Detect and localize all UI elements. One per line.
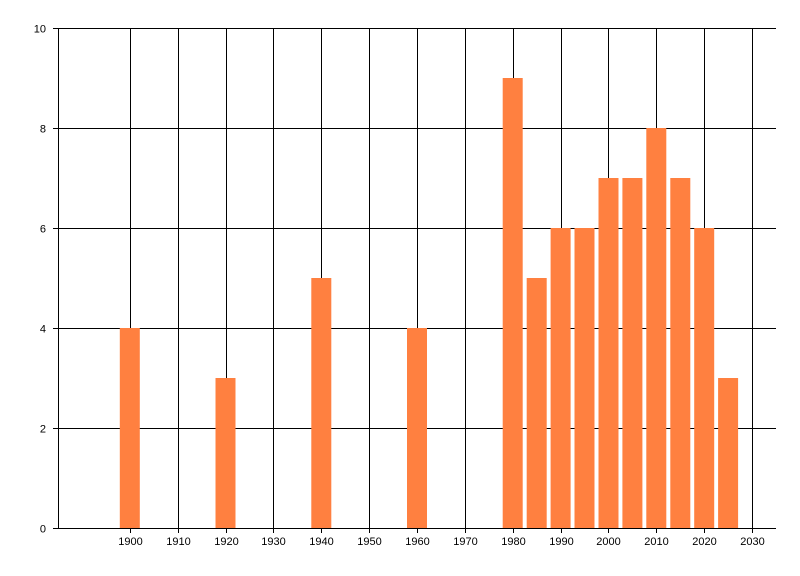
x-tick-label-1900: 1900 (118, 536, 142, 548)
x-tick-label-2020: 2020 (692, 536, 716, 548)
x-tick-label-1910: 1910 (166, 536, 190, 548)
x-tick-label-1930: 1930 (261, 536, 285, 548)
bar-2005 (622, 178, 643, 528)
bar-1995 (574, 228, 595, 528)
x-tick-label-1980: 1980 (501, 536, 525, 548)
bar-1990 (550, 228, 571, 528)
x-tick-label-2000: 2000 (596, 536, 620, 548)
x-tick-label-1990: 1990 (549, 536, 573, 548)
bar-2025 (718, 378, 739, 528)
x-axis-ticks: 1900 1910 1920 1930 1940 1950 1960 1970 1980 1990… (118, 528, 765, 548)
bar-1985 (526, 278, 547, 528)
bar-1980 (502, 78, 523, 528)
bar-2020 (694, 228, 715, 528)
bar-1900 (119, 328, 140, 528)
bar-2000 (598, 178, 619, 528)
x-tick-label-1950: 1950 (357, 536, 381, 548)
x-tick-label-2010: 2010 (644, 536, 668, 548)
x-tick-label-1970: 1970 (453, 536, 477, 548)
x-tick-label-1960: 1960 (405, 536, 429, 548)
x-tick-label-1920: 1920 (214, 536, 238, 548)
y-tick-label-10: 10 (34, 24, 46, 36)
chart-bars (119, 78, 739, 528)
bar-1960 (407, 328, 427, 528)
y-axis-ticks: 0 2 4 6 8 10 (34, 24, 58, 536)
bar-1940 (311, 278, 332, 528)
bar-1920 (215, 378, 236, 528)
bar-2010 (646, 128, 667, 528)
y-tick-label-2: 2 (40, 424, 46, 436)
y-tick-label-8: 8 (40, 124, 46, 136)
bar-2015 (670, 178, 691, 528)
x-tick-label-1940: 1940 (309, 536, 333, 548)
x-tick-label-2030: 2030 (740, 536, 764, 548)
y-tick-label-0: 0 (40, 524, 46, 536)
y-tick-label-6: 6 (40, 224, 46, 236)
y-tick-label-4: 4 (40, 324, 46, 336)
